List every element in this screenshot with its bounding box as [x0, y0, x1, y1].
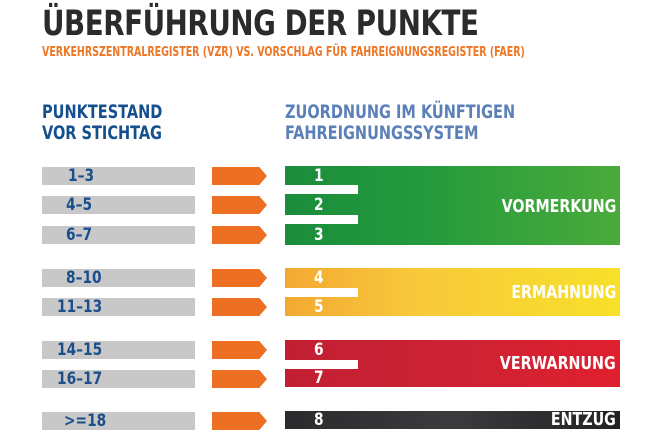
range-label: 4–5	[66, 195, 93, 215]
header-old-line2: VOR STICHTAG	[42, 122, 162, 144]
header-new-system: ZUORDNUNG IM KÜNFTIGEN FAHREIGNUNGSSYSTE…	[285, 102, 515, 144]
category-label: ERMAHNUNG	[511, 282, 616, 303]
arrow-right-icon	[212, 196, 267, 214]
range-label: 11–13	[57, 297, 103, 317]
range-label: 1–3	[68, 166, 95, 186]
page-title: ÜBERFÜHRUNG DER PUNKTE	[42, 4, 479, 44]
new-points: 6	[314, 340, 324, 360]
range-label: >=18	[64, 411, 107, 431]
separator	[285, 288, 358, 297]
new-points: 5	[314, 297, 324, 317]
header-old-line1: PUNKTESTAND	[42, 101, 163, 123]
header-old-points: PUNKTESTAND VOR STICHTAG	[42, 102, 162, 144]
new-points: 3	[314, 225, 324, 245]
range-label: 8–10	[66, 268, 102, 288]
category-vormerkung: 1 2 3 VORMERKUNG	[285, 166, 620, 245]
range-bar: 8–10	[42, 268, 195, 288]
arrow-right-icon	[212, 370, 267, 388]
header-new-line2: FAHREIGNUNGSSYSTEM	[285, 122, 479, 144]
arrow-right-icon	[212, 298, 267, 316]
arrow-right-icon	[212, 167, 267, 185]
range-bar: 6–7	[42, 225, 195, 245]
page-subtitle: VERKEHRSZENTRALREGISTER (VZR) VS. VORSCH…	[42, 44, 525, 60]
range-label: 6–7	[66, 225, 93, 245]
category-label: VERWARNUNG	[500, 353, 616, 374]
arrow-right-icon	[212, 341, 267, 359]
arrow-right-icon	[212, 226, 267, 244]
header-new-line1: ZUORDNUNG IM KÜNFTIGEN	[285, 101, 516, 123]
category-label: VORMERKUNG	[501, 196, 616, 217]
category-ermahnung: 4 5 ERMAHNUNG	[285, 268, 620, 316]
range-bar: >=18	[42, 411, 195, 431]
new-points: 8	[314, 410, 324, 430]
range-bar: 1–3	[42, 166, 195, 186]
category-entzug: 8 ENTZUG	[285, 409, 620, 430]
arrow-right-icon	[212, 412, 267, 430]
range-bar: 4–5	[42, 195, 195, 215]
new-points: 1	[314, 166, 324, 186]
separator	[285, 215, 358, 224]
range-bar: 16–17	[42, 369, 195, 389]
new-points: 4	[314, 268, 324, 288]
new-points: 2	[314, 195, 324, 215]
range-bar: 14–15	[42, 340, 195, 360]
arrow-right-icon	[212, 269, 267, 287]
range-label: 16–17	[57, 369, 103, 389]
separator	[285, 360, 358, 369]
separator	[285, 185, 358, 194]
range-bar: 11–13	[42, 297, 195, 317]
range-label: 14–15	[57, 340, 103, 360]
new-points: 7	[314, 368, 324, 388]
category-label: ENTZUG	[551, 409, 616, 430]
category-verwarnung: 6 7 VERWARNUNG	[285, 340, 620, 387]
